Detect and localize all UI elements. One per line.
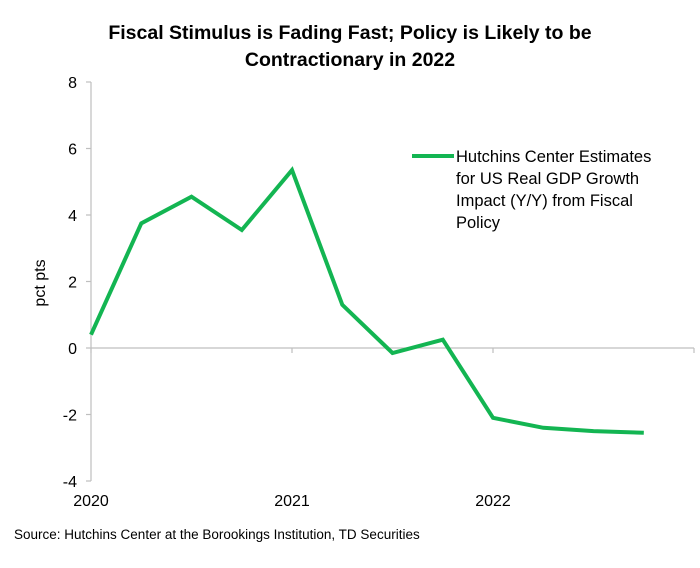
y-tick-label: 4 — [68, 208, 77, 225]
chart-series — [89, 166, 644, 435]
y-tick-label: 2 — [68, 275, 77, 292]
legend-label-line: Hutchins Center Estimates — [456, 148, 651, 166]
chart-legend: Hutchins Center Estimates for US Real GDP… — [412, 148, 651, 232]
legend-label-line: Policy — [456, 214, 501, 232]
chart-title-line-1: Fiscal Stimulus is Fading Fast; Policy i… — [108, 22, 592, 44]
y-tick-label: 8 — [68, 75, 77, 92]
legend-label-line: for US Real GDP Growth — [456, 170, 639, 188]
y-tick-label: -2 — [63, 408, 77, 425]
x-tick-label: 2021 — [274, 493, 310, 510]
line-chart: 8 6 4 2 0 -2 -4 2020 2021 2022 Hutchins Center Es… — [32, 75, 695, 510]
y-tick-label: -4 — [63, 474, 77, 491]
legend-label-line: Impact (Y/Y) from Fiscal — [456, 192, 633, 210]
source-note: Source: Hutchins Center at the Borooking… — [14, 527, 420, 542]
chart-ticks: 8 6 4 2 0 -2 -4 2020 2021 2022 — [63, 75, 695, 510]
y-tick-label: 6 — [68, 142, 77, 159]
chart-axes — [90, 82, 694, 481]
y-axis-label: pct pts — [32, 259, 49, 306]
x-tick-label: 2020 — [73, 493, 109, 510]
series-line — [89, 166, 644, 435]
chart-title: Fiscal Stimulus is Fading Fast; Policy i… — [0, 20, 700, 74]
chart-title-line-2: Contractionary in 2022 — [244, 49, 456, 71]
y-tick-label: 0 — [68, 341, 77, 358]
x-tick-label: 2022 — [475, 493, 511, 510]
